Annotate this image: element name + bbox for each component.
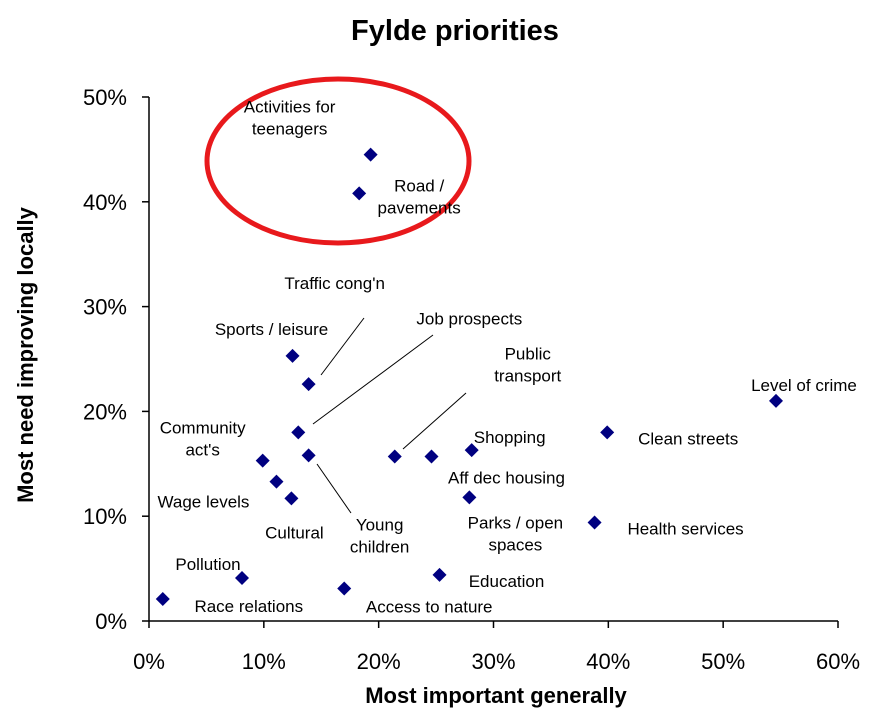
x-tick-label: 10% (242, 649, 286, 674)
point-label-line: Parks / open (468, 513, 563, 532)
point-label: Sports / leisure (215, 320, 328, 339)
data-point (432, 567, 447, 582)
x-tick-label: 40% (586, 649, 630, 674)
point-label-line: Road / (394, 176, 444, 195)
point-label-line: children (350, 537, 410, 556)
point-label-line: Pollution (175, 555, 240, 574)
y-axis-title: Most need improving locally (13, 206, 38, 503)
point-label: Traffic cong'n (284, 274, 385, 293)
chart-title: Fylde priorities (351, 15, 559, 47)
point-label-line: Race relations (194, 597, 303, 616)
data-point (424, 449, 439, 464)
data-point (768, 393, 783, 408)
point-label-line: Clean streets (638, 429, 738, 448)
point-label: Level of crime (751, 376, 857, 395)
point-label-line: Access to nature (366, 598, 493, 617)
point-label-line: act's (185, 441, 219, 460)
point-label: Pollution (175, 555, 240, 574)
data-point (284, 491, 299, 506)
data-point (155, 591, 170, 606)
point-label: Activities for teenagers (244, 98, 336, 139)
point-label-line: Cultural (265, 523, 324, 542)
x-ticks: 0% 10% 20% 30% 40% 50% 60% (133, 621, 860, 674)
leader-job (312, 334, 434, 425)
point-label: Health services (627, 519, 743, 538)
data-point (291, 425, 306, 440)
point-label: Community act's (160, 419, 246, 460)
y-tick-label: 50% (83, 85, 127, 110)
point-label-line: Wage levels (157, 493, 249, 512)
point-labels: Activities for teenagers Road / pavements Tr… (157, 98, 856, 617)
y-tick-label: 20% (83, 399, 127, 424)
point-label: Clean streets (638, 429, 738, 448)
point-label: Aff dec housing (448, 468, 565, 487)
y-tick-label: 10% (83, 504, 127, 529)
x-tick-label: 50% (701, 649, 745, 674)
point-label-line: Sports / leisure (215, 320, 328, 339)
point-label-line: Aff dec housing (448, 468, 565, 487)
point-label: Young children (350, 515, 410, 556)
data-point (301, 377, 316, 392)
data-point (235, 571, 250, 586)
data-point (363, 147, 378, 162)
leader-traffic (320, 317, 365, 376)
data-point (587, 515, 602, 530)
point-label: Job prospects (416, 309, 522, 328)
leader-public (402, 392, 467, 450)
x-axis-title: Most important generally (365, 683, 627, 708)
data-point (301, 448, 316, 463)
y-tick-label: 0% (95, 609, 127, 634)
leader-young (316, 463, 352, 514)
y-tick-label: 30% (83, 295, 127, 320)
point-label: Access to nature (366, 598, 493, 617)
x-tick-label: 60% (816, 649, 860, 674)
point-label: Shopping (474, 428, 546, 447)
data-point (285, 348, 300, 363)
point-label: Race relations (194, 597, 303, 616)
data-point (352, 186, 367, 201)
point-label-line: Education (469, 572, 545, 591)
point-label-line: Health services (627, 519, 743, 538)
point-label-line: transport (494, 366, 561, 385)
x-tick-label: 0% (133, 649, 165, 674)
point-label: Wage levels (157, 493, 249, 512)
point-label-line: Public (505, 344, 552, 363)
point-label-line: Traffic cong'n (284, 274, 385, 293)
axes: 0% 10% 20% 30% 40% 50% 60% 0% 10% 20% 30% 40% 50% (83, 85, 860, 674)
point-label: Parks / open spaces (468, 513, 563, 554)
point-label-line: Level of crime (751, 376, 857, 395)
point-label-line: Shopping (474, 428, 546, 447)
data-point (337, 581, 352, 596)
data-point (269, 474, 284, 489)
leader-lines (312, 317, 467, 514)
data-point (462, 490, 477, 505)
point-label-line: Job prospects (416, 309, 522, 328)
point-label: Cultural (265, 523, 324, 542)
y-ticks: 0% 10% 20% 30% 40% 50% (83, 85, 149, 634)
point-label-line: Community (160, 419, 246, 438)
point-label-line: Activities for (244, 98, 336, 117)
point-label: Education (469, 572, 545, 591)
data-points (155, 147, 783, 606)
y-tick-label: 40% (83, 190, 127, 215)
point-label-line: pavements (378, 198, 461, 217)
highlight-ellipse (204, 76, 472, 246)
data-point (600, 425, 615, 440)
x-tick-label: 20% (357, 649, 401, 674)
point-label: Road / pavements (378, 176, 461, 217)
point-label-line: teenagers (252, 120, 328, 139)
point-label-line: spaces (488, 535, 542, 554)
point-label-line: Young (356, 515, 404, 534)
data-point (255, 453, 270, 468)
data-point (387, 449, 402, 464)
x-tick-label: 30% (471, 649, 515, 674)
point-label: Public transport (494, 344, 561, 385)
data-point (464, 443, 479, 458)
